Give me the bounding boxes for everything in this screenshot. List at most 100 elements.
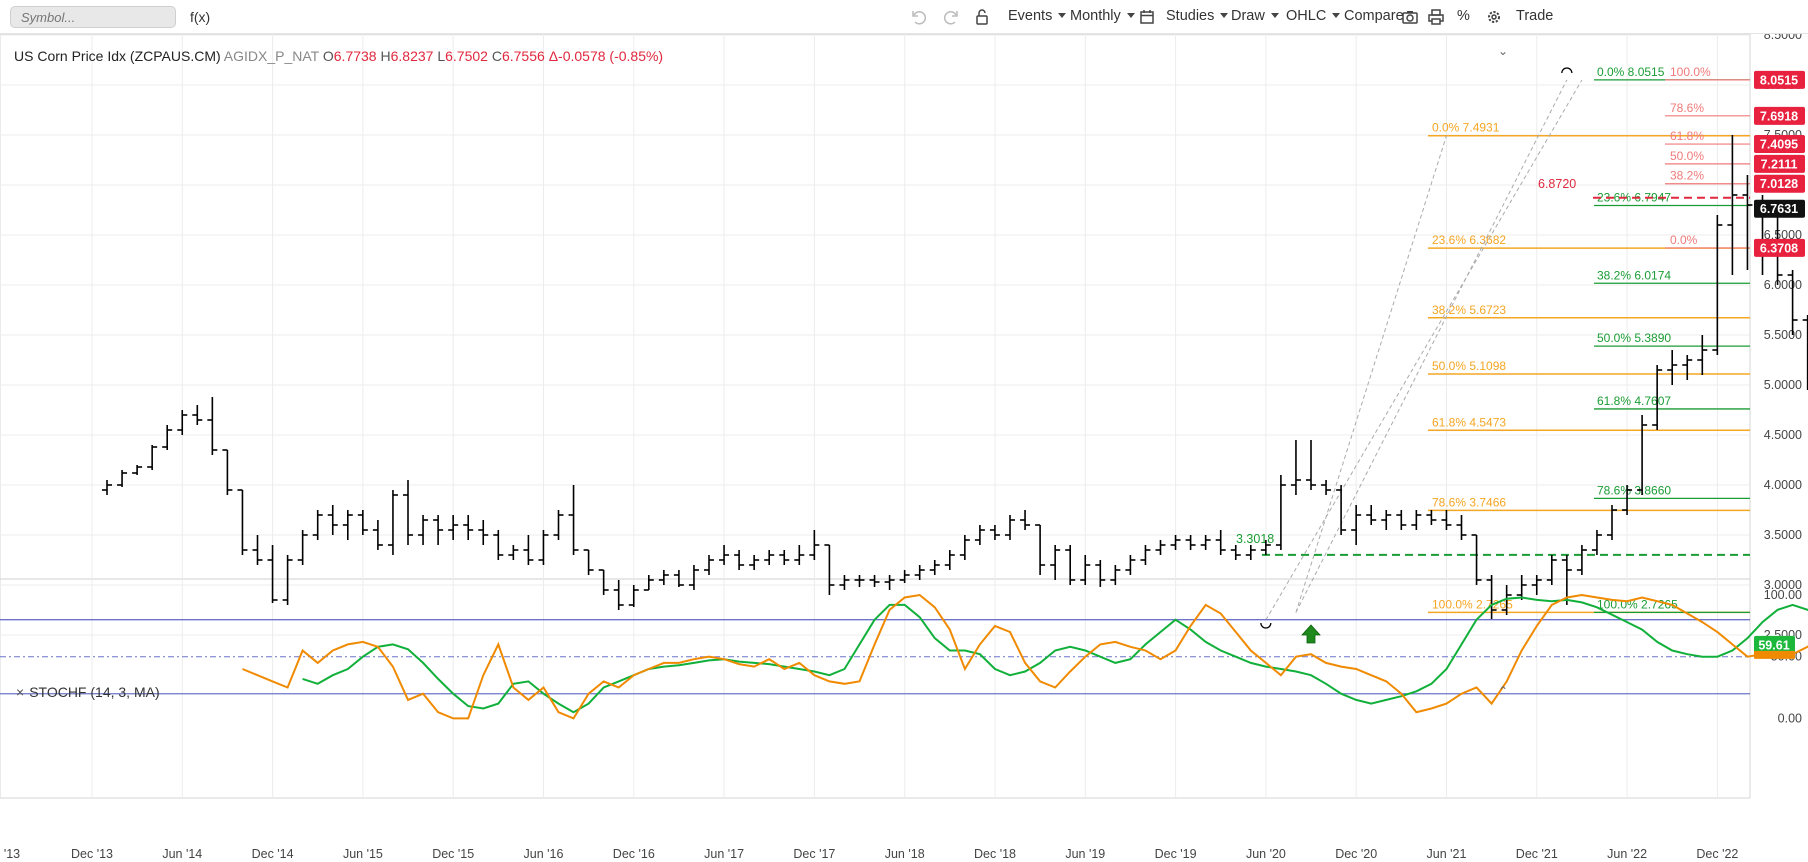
price-badge <box>1754 199 1805 218</box>
close-label: C <box>491 48 502 64</box>
x-tick-label: Dec '17 <box>793 847 835 861</box>
compare-button[interactable]: Compare <box>1344 8 1404 24</box>
price-badge-label: 6.7631 <box>1760 202 1798 216</box>
chevron-down-icon <box>1332 13 1341 18</box>
price-badge <box>1754 106 1805 125</box>
plot-border <box>0 34 1751 799</box>
unlock-icon[interactable] <box>973 8 991 26</box>
fib-red-label: 61.8% <box>1670 129 1704 143</box>
fib-green-label: 61.8% 4.7607 <box>1597 394 1671 408</box>
events-menu[interactable]: Events <box>1008 8 1067 24</box>
calendar-icon[interactable] <box>1138 8 1156 26</box>
study-name: STOCHF (14, 3, MA) <box>29 684 160 700</box>
events-label: Events <box>1008 8 1053 24</box>
close-value: 6.7556 <box>501 48 545 64</box>
y-tick-label: 5.5000 <box>1764 328 1802 342</box>
price-badge-label: 7.0128 <box>1760 177 1798 191</box>
fx-button[interactable]: f(x) <box>190 9 211 25</box>
price-badge-label: 7.4095 <box>1760 138 1798 152</box>
trend-line <box>1265 79 1583 621</box>
chevron-down-icon <box>1058 13 1067 18</box>
price-badge <box>1754 174 1805 193</box>
price-badge-label: 8.0515 <box>1760 73 1798 87</box>
price-badge-label: 7.6918 <box>1760 109 1798 123</box>
buy-signal-arrow-icon <box>1301 624 1321 644</box>
trend-line <box>1295 79 1568 613</box>
chevron-down-icon <box>1270 13 1279 18</box>
price-badge <box>1754 238 1805 257</box>
open-value: 6.7738 <box>333 48 377 64</box>
x-tick-label: Jun '19 <box>1065 847 1105 861</box>
low-label: L <box>437 48 446 64</box>
draw-menu[interactable]: Draw <box>1231 8 1279 24</box>
fib-green-label: 0.0% 8.0515 <box>1597 65 1665 79</box>
chart-area[interactable]: '13 Dec '13 Jun '14 Dec '14 Jun '15 Dec '15 Ju… <box>0 34 1808 862</box>
support-level-label: 3.3018 <box>1236 532 1274 546</box>
x-tick-label: Dec '14 <box>252 847 294 861</box>
swing-low-marker <box>1260 622 1272 629</box>
x-tick-label: '13 <box>4 847 20 861</box>
stoch-k-badge <box>1754 650 1795 659</box>
undo-icon[interactable] <box>910 8 928 26</box>
chart-legend: US Corn Price Idx (ZCPAUS.CM) AGIDX_P_NA… <box>14 48 663 64</box>
stoch-d-line <box>302 596 1808 714</box>
high-label: H <box>380 48 391 64</box>
x-tick-label: Jun '16 <box>524 847 564 861</box>
fib-red-label: 38.2% <box>1670 169 1704 183</box>
symbol-code: AGIDX_P_NAT <box>223 48 319 64</box>
stoch-value-badge <box>1754 635 1795 654</box>
fib-orange-label: 100.0% 2.7265 <box>1432 597 1513 611</box>
stoch-tick-label: 100.00 <box>1764 588 1802 602</box>
fib-green-label: 38.2% 6.0174 <box>1597 268 1671 282</box>
study-legend: × STOCHF (14, 3, MA) <box>16 684 160 700</box>
swing-high-marker <box>1561 67 1573 74</box>
price-chart[interactable]: '13 Dec '13 Jun '14 Dec '14 Jun '15 Dec '15 Ju… <box>0 34 1808 862</box>
symbol-name: US Corn Price Idx (ZCPAUS.CM) <box>14 48 221 64</box>
studies-menu[interactable]: Studies <box>1166 8 1229 24</box>
trade-button[interactable]: Trade <box>1516 8 1554 24</box>
y-tick-label: 4.0000 <box>1764 478 1802 492</box>
x-tick-label: Jun '22 <box>1607 847 1647 861</box>
y-tick-label: 8.5000 <box>1764 34 1802 42</box>
redo-icon[interactable] <box>942 8 960 26</box>
x-tick-label: Jun '18 <box>885 847 925 861</box>
x-tick-label: Jun '17 <box>704 847 744 861</box>
camera-icon[interactable] <box>1401 8 1419 26</box>
collapse-study-icon[interactable]: ⌃ <box>1497 684 1508 698</box>
x-tick-label: Dec '13 <box>71 847 113 861</box>
y-tick-label: 4.5000 <box>1764 428 1802 442</box>
fib-red-label: 0.0% <box>1670 233 1698 247</box>
fib-green-label: 50.0% 5.3890 <box>1597 331 1671 345</box>
x-tick-label: Dec '15 <box>432 847 474 861</box>
period-label: Monthly <box>1070 8 1121 24</box>
open-label: O <box>322 48 334 64</box>
collapse-chart-icon[interactable]: ⌄ <box>1497 44 1508 58</box>
gear-icon[interactable] <box>1485 8 1503 26</box>
toolbar: f(x) Events Monthly Studies Draw OHLC Co… <box>0 0 1808 34</box>
x-tick-label: Jun '21 <box>1427 847 1467 861</box>
percent-button[interactable]: % <box>1457 8 1470 24</box>
y-tick-label: 3.0000 <box>1764 578 1802 592</box>
x-tick-label: Jun '15 <box>343 847 383 861</box>
fib-orange-label: 0.0% 7.4931 <box>1432 121 1500 135</box>
trend-line <box>1295 135 1447 613</box>
chevron-down-icon <box>1220 13 1229 18</box>
stoch-value-label: 59.61 <box>1758 638 1789 652</box>
x-tick-label: Dec '18 <box>974 847 1016 861</box>
fib-orange-label: 23.6% 6.3682 <box>1432 233 1506 247</box>
print-icon[interactable] <box>1427 8 1445 26</box>
chart-type-menu[interactable]: OHLC <box>1286 8 1341 24</box>
fib-red-label: 50.0% <box>1670 149 1704 163</box>
y-tick-label: 3.5000 <box>1764 528 1802 542</box>
fib-red-label: 78.6% <box>1670 101 1704 115</box>
x-tick-label: Jun '14 <box>162 847 202 861</box>
chevron-down-icon <box>1126 13 1135 18</box>
price-badge-label: 6.3708 <box>1760 241 1798 255</box>
fib-orange-label: 50.0% 5.1098 <box>1432 359 1506 373</box>
y-tick-label: 5.0000 <box>1764 378 1802 392</box>
x-tick-label: Dec '19 <box>1155 847 1197 861</box>
remove-study-icon[interactable]: × <box>16 684 25 700</box>
period-menu[interactable]: Monthly <box>1070 8 1135 24</box>
stoch-tick-label: 0.00 <box>1778 711 1802 725</box>
symbol-search-input[interactable] <box>10 6 176 28</box>
